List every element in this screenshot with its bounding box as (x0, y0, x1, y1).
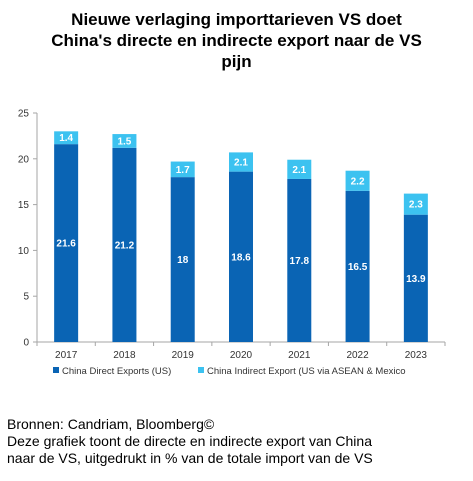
indirect-export-bar (287, 159, 312, 179)
direct-export-data-label: 21.2 (115, 240, 135, 251)
indirect-export-data-label: 1.7 (176, 165, 190, 176)
direct-export-bar (229, 171, 253, 342)
legend-label-indirect: China Indirect Export (US via ASEAN & Me… (207, 366, 406, 377)
x-tick-label: 2021 (288, 350, 311, 361)
indirect-export-data-label: 1.5 (117, 136, 131, 147)
x-tick-label: 2018 (113, 350, 136, 361)
direct-export-data-label: 17.8 (290, 256, 310, 267)
y-tick-label: 25 (18, 109, 30, 120)
legend-label-direct: China Direct Exports (US) (62, 366, 171, 377)
direct-export-data-label: 18.6 (231, 252, 251, 263)
indirect-export-bar (54, 131, 79, 145)
indirect-export-data-label: 2.2 (351, 176, 365, 187)
direct-export-bar (170, 177, 195, 342)
x-tick-label: 2019 (172, 350, 195, 361)
x-tick-label: 2017 (55, 350, 78, 361)
direct-export-bar (54, 144, 79, 342)
direct-export-bar (112, 147, 137, 342)
stacked-bar-chart: 0 5 10 15 20 25 2017 2018 2019 2020 2021 2022 2023 2… (18, 109, 446, 377)
indirect-export-bar (345, 170, 370, 191)
indirect-export-bar (170, 161, 195, 178)
indirect-export-data-label: 2.1 (292, 165, 306, 176)
y-tick-label: 20 (18, 154, 30, 165)
y-tick-label: 15 (18, 200, 30, 211)
indirect-export-data-label: 2.3 (409, 200, 423, 211)
indirect-export-data-label: 1.4 (59, 133, 73, 144)
indirect-export-data-label: 2.1 (234, 158, 248, 169)
legend-swatch-indirect (198, 367, 204, 373)
legend: China Direct Exports (US) China Indirect … (53, 366, 406, 377)
direct-export-bar (345, 190, 370, 342)
chart-footer: Bronnen: Candriam, Bloomberg© Deze grafi… (7, 416, 467, 467)
x-tick-label: 2020 (230, 350, 253, 361)
y-tick-label: 10 (18, 246, 30, 257)
description-line-1: Deze grafiek toont de directe en indirec… (7, 433, 372, 449)
bars: 21.6 1.4 21.2 1.5 18 1.7 18.6 2.1 17.8 2.1 16.5 2.2… (54, 131, 428, 342)
direct-export-bar (287, 178, 312, 342)
chart-title: Nieuwe verlaging importtarieven VS doet … (51, 10, 422, 71)
x-tick-label: 2022 (346, 350, 369, 361)
direct-export-data-label: 18 (177, 255, 189, 266)
x-tick-label: 2023 (405, 350, 428, 361)
description-line-2: naar de VS, uitgedrukt in % van de total… (7, 450, 373, 466)
indirect-export-bar (229, 152, 253, 172)
y-tick-label: 5 (23, 292, 29, 303)
direct-export-data-label: 16.5 (348, 262, 368, 273)
legend-swatch-direct (53, 367, 59, 373)
direct-export-data-label: 13.9 (406, 274, 426, 285)
direct-export-data-label: 21.6 (56, 239, 76, 250)
indirect-export-bar (403, 193, 428, 215)
indirect-export-bar (112, 134, 137, 148)
y-tick-label: 0 (23, 338, 29, 349)
source-note: Bronnen: Candriam, Bloomberg© (7, 416, 215, 432)
direct-export-bar (403, 214, 428, 342)
